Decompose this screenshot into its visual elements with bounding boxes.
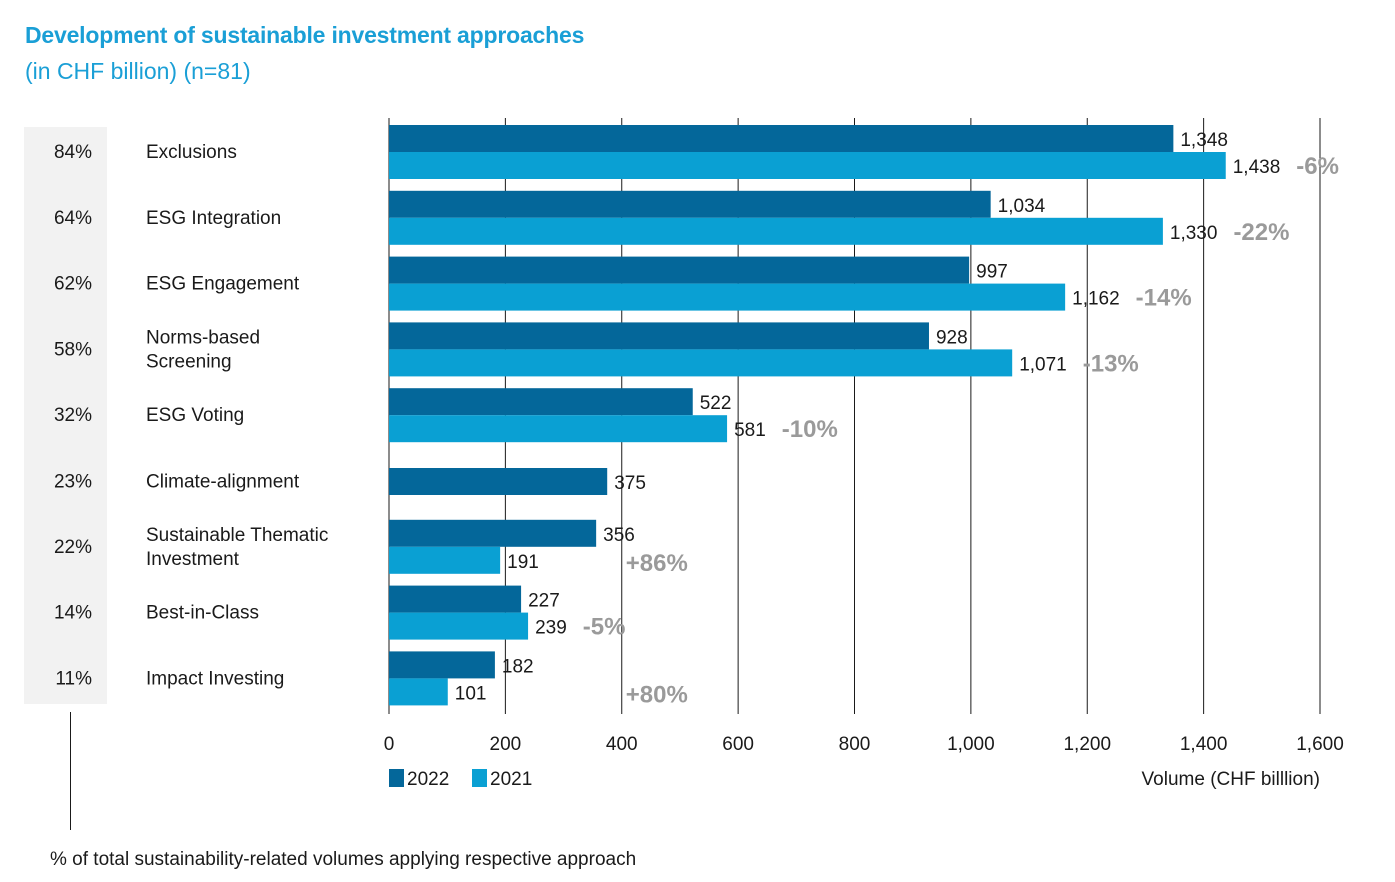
bar-2022 [389, 388, 693, 416]
change-label: +80% [626, 681, 688, 708]
value-label-2022: 1,034 [998, 196, 1046, 217]
category-label: Exclusions [146, 142, 237, 163]
bar-2021 [389, 415, 728, 443]
x-tick-label: 1,000 [947, 734, 995, 755]
share-percent-label: 23% [54, 472, 92, 493]
x-tick-label: 1,200 [1063, 734, 1111, 755]
value-label-2022: 356 [603, 525, 635, 546]
legend-swatch-2021 [472, 769, 487, 787]
bar-2021 [389, 152, 1226, 179]
value-label-2021: 1,162 [1072, 289, 1120, 310]
value-label-2022: 375 [614, 473, 646, 494]
bar-2021 [389, 217, 1163, 245]
bar-2022 [389, 519, 597, 547]
category-label: Norms-based Screening [146, 327, 260, 372]
share-percent-label: 62% [54, 274, 92, 295]
category-label: Impact Investing [146, 668, 284, 689]
bar-2022 [389, 651, 495, 679]
value-label-2022: 522 [700, 393, 732, 414]
share-indicator-line [70, 712, 71, 830]
bar-2021 [389, 283, 1066, 311]
share-percent-label: 14% [54, 603, 92, 624]
value-label-2022: 928 [936, 327, 968, 348]
footnote: % of total sustainability-related volume… [50, 849, 637, 870]
bar-2021 [389, 612, 529, 640]
share-percent-label: 22% [54, 537, 92, 558]
x-tick-label: 1,600 [1296, 734, 1344, 755]
x-tick-label: 800 [839, 734, 871, 755]
value-label-2021: 239 [535, 618, 567, 639]
value-label-2021: 101 [455, 683, 487, 704]
value-label-2021: 1,071 [1019, 354, 1067, 375]
legend-label-2022: 2022 [407, 769, 449, 790]
value-label-2022: 997 [976, 262, 1008, 283]
bar-2021 [389, 546, 501, 574]
bar-2021 [389, 349, 1013, 377]
value-label-2021: 1,438 [1233, 157, 1281, 178]
bar-2021 [389, 678, 448, 706]
chart-subtitle: (in CHF billion) (n=81) [25, 58, 251, 84]
share-panel [24, 127, 107, 704]
share-percent-label: 64% [54, 208, 92, 229]
value-label-2022: 1,348 [1180, 130, 1228, 151]
change-label: -14% [1136, 285, 1192, 312]
share-percent-label: 84% [54, 142, 92, 163]
x-tick-label: 0 [384, 734, 395, 755]
x-tick-label: 1,400 [1180, 734, 1228, 755]
category-label: ESG Voting [146, 405, 244, 426]
bar-2022 [389, 256, 970, 284]
change-label: -5% [583, 614, 626, 641]
bar-2022 [389, 190, 991, 218]
legend-label-2021: 2021 [490, 769, 532, 790]
category-label: Climate-alignment [146, 472, 300, 493]
change-label: -6% [1296, 153, 1339, 180]
value-label-2022: 227 [528, 591, 560, 612]
change-label: -13% [1083, 350, 1139, 377]
value-label-2022: 182 [502, 656, 534, 677]
x-tick-label: 200 [490, 734, 522, 755]
x-tick-label: 400 [606, 734, 638, 755]
value-label-2021: 191 [507, 552, 539, 573]
legend-swatch-2022 [389, 769, 404, 787]
bar-2022 [389, 322, 929, 350]
change-label: -10% [782, 416, 838, 443]
change-label: +86% [626, 550, 688, 577]
chart-title: Development of sustainable investment ap… [25, 22, 585, 48]
share-percent-label: 32% [54, 405, 92, 426]
category-label: Best-in-Class [146, 603, 259, 624]
change-label: -22% [1233, 219, 1289, 246]
bar-2022 [389, 468, 608, 495]
share-percent-label: 11% [55, 668, 92, 689]
category-label: Sustainable Thematic Investment [146, 525, 328, 570]
category-label: ESG Engagement [146, 274, 300, 295]
category-label: ESG Integration [146, 208, 281, 229]
x-tick-label: 600 [722, 734, 754, 755]
value-label-2021: 1,330 [1170, 223, 1218, 244]
x-axis-title: Volume (CHF billlion) [1142, 769, 1320, 790]
bar-2022 [389, 585, 522, 613]
share-percent-label: 58% [54, 339, 92, 360]
bar-2022 [389, 125, 1174, 152]
value-label-2021: 581 [734, 420, 766, 441]
